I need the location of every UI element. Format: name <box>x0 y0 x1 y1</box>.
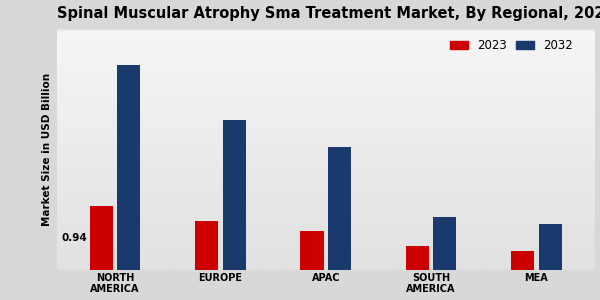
Bar <box>195 221 218 270</box>
Text: 0.94: 0.94 <box>62 233 88 243</box>
Bar <box>539 224 562 270</box>
Bar <box>406 245 429 270</box>
Bar <box>328 147 351 270</box>
Legend: 2023, 2032: 2023, 2032 <box>445 34 578 57</box>
Bar <box>433 217 457 270</box>
Bar <box>223 120 246 270</box>
Bar <box>511 251 535 270</box>
Bar <box>117 65 140 270</box>
Bar <box>90 206 113 270</box>
Bar <box>301 230 323 270</box>
Y-axis label: Market Size in USD Billion: Market Size in USD Billion <box>41 73 52 226</box>
Text: Spinal Muscular Atrophy Sma Treatment Market, By Regional, 2023 & 2032: Spinal Muscular Atrophy Sma Treatment Ma… <box>57 6 600 21</box>
